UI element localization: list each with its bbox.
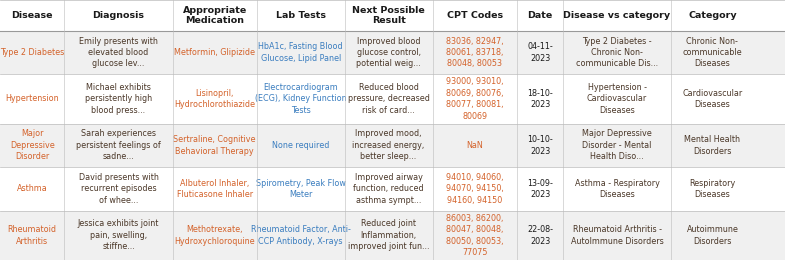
Text: 86003, 86200,
80047, 80048,
80050, 80053,
77075: 86003, 86200, 80047, 80048, 80050, 80053… <box>446 214 504 257</box>
Text: 13-09-
2023: 13-09- 2023 <box>528 179 553 199</box>
Text: Date: Date <box>528 11 553 20</box>
Bar <box>0 167 785 211</box>
Text: CPT Codes: CPT Codes <box>447 11 503 20</box>
Bar <box>0 211 785 260</box>
Text: Disease: Disease <box>12 11 53 20</box>
Text: None required: None required <box>272 141 330 150</box>
Text: Lisinopril,
Hydrochlorothiazide: Lisinopril, Hydrochlorothiazide <box>174 89 255 109</box>
Text: Electrocardiogram
(ECG), Kidney Function
Tests: Electrocardiogram (ECG), Kidney Function… <box>255 83 346 115</box>
Text: HbA1c, Fasting Blood
Glucose, Lipid Panel: HbA1c, Fasting Blood Glucose, Lipid Pane… <box>258 42 343 63</box>
Text: Methotrexate,
Hydroxychloroquine: Methotrexate, Hydroxychloroquine <box>174 225 255 246</box>
Text: Hypertension: Hypertension <box>5 94 59 103</box>
Text: David presents with
recurrent episodes
of whee...: David presents with recurrent episodes o… <box>78 173 159 205</box>
Text: Diagnosis: Diagnosis <box>93 11 144 20</box>
Bar <box>0 74 785 124</box>
Text: Sarah experiences
persistent feelings of
sadne...: Sarah experiences persistent feelings of… <box>76 129 161 161</box>
Text: Asthma: Asthma <box>16 184 48 193</box>
Text: Improved airway
function, reduced
asthma sympt...: Improved airway function, reduced asthma… <box>353 173 424 205</box>
Text: Lab Tests: Lab Tests <box>276 11 326 20</box>
Text: Hypertension -
Cardiovascular
Diseases: Hypertension - Cardiovascular Diseases <box>587 83 647 115</box>
Text: Michael exhibits
persistently high
blood press...: Michael exhibits persistently high blood… <box>85 83 152 115</box>
Text: Cardiovascular
Diseases: Cardiovascular Diseases <box>682 89 743 109</box>
Text: Category: Category <box>688 11 736 20</box>
Text: Mental Health
Disorders: Mental Health Disorders <box>685 135 740 155</box>
Text: Respiratory
Diseases: Respiratory Diseases <box>689 179 736 199</box>
Text: 22-08-
2023: 22-08- 2023 <box>527 225 553 246</box>
Text: Type 2 Diabetes: Type 2 Diabetes <box>0 48 64 57</box>
Text: Emily presents with
elevated blood
glucose lev...: Emily presents with elevated blood gluco… <box>79 37 158 68</box>
Text: Disease vs category: Disease vs category <box>564 11 670 20</box>
Text: NaN: NaN <box>466 141 484 150</box>
Text: Improved mood,
increased energy,
better sleep...: Improved mood, increased energy, better … <box>352 129 425 161</box>
Text: Reduced joint
Inflammation,
improved joint fun...: Reduced joint Inflammation, improved joi… <box>348 219 429 251</box>
Text: Jessica exhibits joint
pain, swelling,
stiffne...: Jessica exhibits joint pain, swelling, s… <box>78 219 159 251</box>
Text: Rheumatoid
Arthritis: Rheumatoid Arthritis <box>8 225 57 246</box>
Text: Autoimmune
Disorders: Autoimmune Disorders <box>686 225 739 246</box>
Text: 83036, 82947,
80061, 83718,
80048, 80053: 83036, 82947, 80061, 83718, 80048, 80053 <box>446 37 504 68</box>
Text: 04-11-
2023: 04-11- 2023 <box>528 42 553 63</box>
Text: Rheumatoid Factor, Anti-
CCP Antibody, X-rays: Rheumatoid Factor, Anti- CCP Antibody, X… <box>250 225 351 246</box>
Bar <box>0 0 785 31</box>
Text: Metformin, Glipizide: Metformin, Glipizide <box>174 48 255 57</box>
Text: Sertraline, Cognitive
Behavioral Therapy: Sertraline, Cognitive Behavioral Therapy <box>173 135 256 155</box>
Text: Appropriate
Medication: Appropriate Medication <box>183 6 246 25</box>
Bar <box>0 31 785 74</box>
Text: Asthma - Respiratory
Diseases: Asthma - Respiratory Diseases <box>575 179 659 199</box>
Text: 18-10-
2023: 18-10- 2023 <box>528 89 553 109</box>
Text: Major
Depressive
Disorder: Major Depressive Disorder <box>9 129 55 161</box>
Text: 94010, 94060,
94070, 94150,
94160, 94150: 94010, 94060, 94070, 94150, 94160, 94150 <box>446 173 504 205</box>
Bar <box>0 124 785 167</box>
Text: Rheumatoid Arthritis -
AutoImmune Disorders: Rheumatoid Arthritis - AutoImmune Disord… <box>571 225 663 246</box>
Text: Type 2 Diabetes -
Chronic Non-
communicable Dis...: Type 2 Diabetes - Chronic Non- communica… <box>576 37 658 68</box>
Text: Spirometry, Peak Flow
Meter: Spirometry, Peak Flow Meter <box>256 179 345 199</box>
Text: Major Depressive
Disorder - Mental
Health Diso...: Major Depressive Disorder - Mental Healt… <box>582 129 652 161</box>
Text: Albuterol Inhaler,
Fluticasone Inhaler: Albuterol Inhaler, Fluticasone Inhaler <box>177 179 253 199</box>
Text: Next Possible
Result: Next Possible Result <box>352 6 425 25</box>
Text: Improved blood
glucose control,
potential weig...: Improved blood glucose control, potentia… <box>356 37 421 68</box>
Text: 10-10-
2023: 10-10- 2023 <box>528 135 553 155</box>
Text: Reduced blood
pressure, decreased
risk of card...: Reduced blood pressure, decreased risk o… <box>348 83 429 115</box>
Text: Chronic Non-
communicable
Diseases: Chronic Non- communicable Diseases <box>683 37 742 68</box>
Text: 93000, 93010,
80069, 80076,
80077, 80081,
80069: 93000, 93010, 80069, 80076, 80077, 80081… <box>446 77 504 121</box>
